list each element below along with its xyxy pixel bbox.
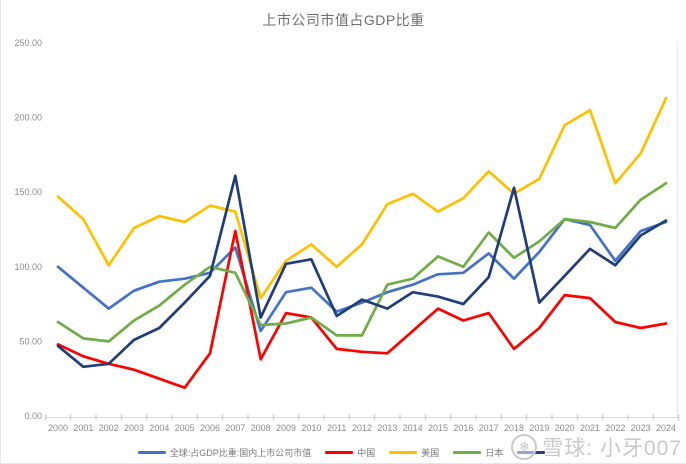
legend-item-usa: 美国 (389, 446, 439, 459)
x-tick-label: 2009 (276, 423, 296, 433)
x-tick-label: 2020 (555, 423, 575, 433)
y-tick-label: 200.00 (14, 113, 42, 123)
legend-swatch-china (325, 451, 354, 454)
y-axis-labels: 0.00 50.00 100.00 150.00 200.00 250.00 (14, 38, 42, 421)
legend-item-china: 中国 (325, 446, 375, 459)
legend-item-japan: 日本 (453, 446, 503, 459)
x-tick-label: 2022 (605, 423, 625, 433)
x-tick-label: 2006 (200, 423, 220, 433)
x-tick-label: 2017 (479, 423, 499, 433)
x-tick-label: 2014 (403, 423, 423, 433)
legend-item-global: 全球:占GDP比重:国内上市公司市值 (137, 446, 312, 459)
legend-swatch-usa (389, 451, 418, 454)
x-tick-label: 2010 (301, 423, 321, 433)
legend-label-japan: 日本 (485, 448, 504, 458)
y-tick-label: 250.00 (14, 38, 42, 48)
y-tick-label: 100.00 (14, 262, 42, 272)
x-tick-label: 2005 (175, 423, 195, 433)
x-tick-label: 2023 (631, 423, 651, 433)
x-tick-label: 2002 (99, 423, 119, 433)
x-tick-label: 2012 (352, 423, 372, 433)
chart-title: 上市公司市值占GDP比重 (262, 12, 425, 28)
x-tick-label: 2000 (48, 423, 68, 433)
x-tick-label: 2021 (580, 423, 600, 433)
series-line-3 (56, 181, 668, 343)
legend-label-global: 全球:占GDP比重:国内上市公司市值 (169, 448, 312, 458)
y-tick-label: 50.00 (19, 336, 42, 346)
y-tick-label: 0.00 (24, 411, 42, 421)
x-tick-label: 2019 (529, 423, 549, 433)
x-tick-label: 2004 (149, 423, 169, 433)
x-tick-label: 2013 (377, 423, 397, 433)
series-line-4 (56, 174, 668, 369)
chart-legend: 全球:占GDP比重:国内上市公司市值 中国 美国 日本 (1, 446, 686, 459)
x-tick-label: 2007 (225, 423, 245, 433)
series-line-2 (56, 96, 668, 300)
x-tick-label: 2018 (504, 423, 524, 433)
y-tick-label: 150.00 (14, 187, 42, 197)
legend-swatch-series5 (517, 451, 546, 454)
legend-label-usa: 美国 (421, 448, 440, 458)
x-tick-label: 2015 (428, 423, 448, 433)
x-axis (44, 414, 680, 421)
x-tick-label: 2024 (656, 423, 676, 433)
legend-item-series5 (517, 451, 549, 454)
legend-label-china: 中国 (357, 448, 376, 458)
series-line-0 (56, 217, 668, 333)
legend-swatch-japan (453, 451, 482, 454)
legend-swatch-global (137, 451, 166, 454)
x-tick-label: 2008 (251, 423, 271, 433)
x-axis-labels: 2000 2001 2002 2003 2004 2005 2006 2007 2008 2009… (48, 423, 676, 433)
x-tick-label: 2003 (124, 423, 144, 433)
x-tick-label: 2011 (327, 423, 346, 433)
x-tick-label: 2016 (453, 423, 473, 433)
series-line-1 (56, 229, 668, 390)
x-tick-label: 2001 (73, 423, 93, 433)
